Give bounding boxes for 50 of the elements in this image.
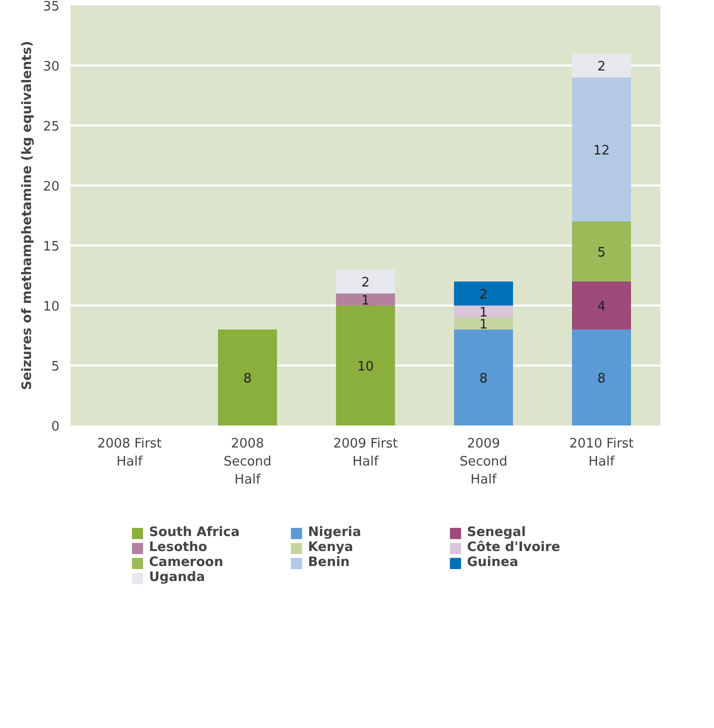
legend-label: South Africa	[149, 525, 241, 540]
data-label: 8	[479, 372, 488, 386]
data-label: 12	[593, 144, 610, 158]
bar	[572, 54, 631, 78]
legend-label: Senegal	[467, 525, 527, 540]
bar	[454, 318, 513, 330]
legend-label: Kenya	[308, 540, 354, 555]
legend-label: Benin	[308, 555, 351, 570]
data-label: 2	[361, 276, 370, 290]
legend-label: Nigeria	[308, 525, 362, 540]
bar	[454, 282, 513, 306]
y-tick-label: 30	[42, 60, 60, 74]
bar	[572, 78, 631, 222]
bar	[336, 270, 395, 294]
x-tick-label: 2008 Second Half	[224, 436, 272, 488]
bar	[572, 222, 631, 282]
y-tick-label: 25	[42, 120, 60, 134]
bar	[336, 294, 395, 306]
legend-label: Cameroon	[149, 555, 224, 570]
y-tick-label: 10	[42, 300, 60, 314]
legend-label: Uganda	[149, 570, 206, 585]
data-label: 2	[597, 60, 606, 74]
bar	[572, 330, 631, 426]
y-tick-label: 20	[42, 180, 60, 194]
x-tick-label: 2008 First Half	[97, 436, 162, 470]
y-axis-title: Seizures of methamphetamine (kg equivalents)	[20, 40, 35, 390]
y-tick-label: 15	[42, 240, 60, 254]
y-tick-label: 0	[51, 420, 60, 434]
bar	[336, 306, 395, 426]
data-label: 5	[597, 246, 606, 260]
legend-label: Lesotho	[149, 540, 208, 555]
data-label: 8	[243, 372, 252, 386]
legend-label: Guinea	[467, 555, 520, 570]
data-label: 2	[479, 288, 488, 302]
x-tick-label: 2010 First Half	[569, 436, 634, 470]
bar	[218, 330, 277, 426]
data-label: 8	[597, 372, 606, 386]
y-tick-label: 35	[42, 0, 60, 14]
bar	[572, 282, 631, 330]
y-tick-label: 5	[51, 360, 60, 374]
data-label: 4	[597, 300, 606, 314]
x-tick-label: 2009 Second Half	[460, 436, 508, 488]
data-label: 10	[357, 360, 374, 374]
bar	[454, 330, 513, 426]
data-label: 1	[361, 294, 370, 308]
bar	[454, 306, 513, 318]
legend-label: Côte d'Ivoire	[467, 540, 562, 555]
data-label: 1	[479, 306, 488, 320]
x-tick-label: 2009 First Half	[333, 436, 398, 470]
data-label: 1	[479, 318, 488, 332]
